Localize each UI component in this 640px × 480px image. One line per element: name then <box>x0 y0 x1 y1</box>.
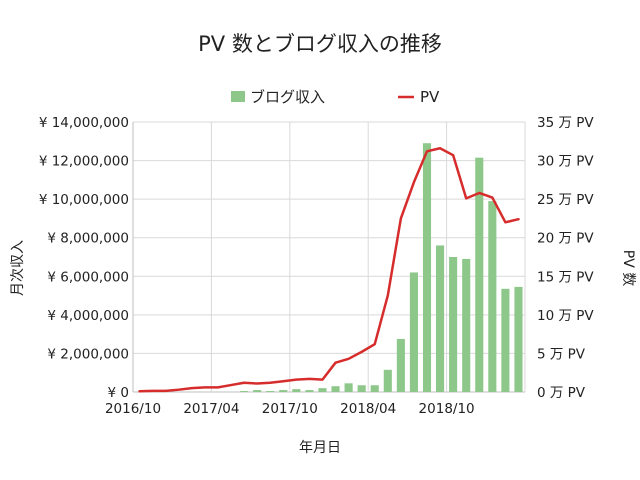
bar-series <box>240 143 523 392</box>
bar <box>331 386 340 392</box>
bar <box>475 157 484 392</box>
left-axis-label: 月次収入 <box>10 240 26 296</box>
right-tick-label: 15 万 PV <box>537 269 594 285</box>
bar <box>266 391 275 392</box>
bar <box>344 383 353 392</box>
bar <box>501 288 510 392</box>
right-tick-label: 10 万 PV <box>537 308 594 324</box>
bar <box>383 369 392 392</box>
bar <box>357 385 366 392</box>
pv-line <box>138 146 520 393</box>
legend-label-bar: ブログ収入 <box>250 88 325 106</box>
bar <box>253 390 262 392</box>
x-tick-label: 2017/10 <box>262 401 318 417</box>
left-tick-label: ¥ 12,000,000 <box>39 154 129 170</box>
legend-swatch-bar <box>231 91 245 102</box>
right-tick-label: 35 万 PV <box>537 115 594 131</box>
x-tick-label: 2018/04 <box>340 401 396 417</box>
right-tick-label: 0 万 PV <box>537 385 586 401</box>
x-tick-label: 2016/10 <box>105 401 161 417</box>
x-axis-ticks: 2016/10 2017/04 2017/10 2018/04 2018/10 <box>105 401 475 417</box>
x-axis-label: 年月日 <box>299 440 341 456</box>
bar <box>292 389 301 392</box>
left-tick-label: ¥ 14,000,000 <box>39 115 129 131</box>
left-tick-label: ¥ 10,000,000 <box>39 192 129 208</box>
bar <box>396 338 405 392</box>
bar <box>488 201 497 392</box>
line-series <box>138 146 520 393</box>
right-axis-ticks: 0 万 PV 5 万 PV 10 万 PV 15 万 PV 20 万 PV 25 万 PV… <box>537 115 594 401</box>
chart-title: PV 数とブログ収入の推移 <box>198 32 442 56</box>
right-tick-label: 30 万 PV <box>537 154 594 170</box>
x-tick-label: 2018/10 <box>419 401 475 417</box>
bar <box>409 272 418 392</box>
x-tick-label: 2017/04 <box>183 401 239 417</box>
bar <box>436 245 445 392</box>
left-tick-label: ¥ 8,000,000 <box>47 231 129 247</box>
bar <box>279 390 288 392</box>
right-tick-label: 25 万 PV <box>537 192 594 208</box>
legend-label-line: PV <box>420 88 440 106</box>
right-tick-label: 20 万 PV <box>537 231 594 247</box>
left-tick-label: ¥ 2,000,000 <box>47 346 129 362</box>
right-axis-label: PV 数 <box>620 250 636 286</box>
bar <box>449 257 458 392</box>
bar <box>462 258 471 392</box>
left-tick-label: ¥ 6,000,000 <box>47 269 129 285</box>
left-axis-ticks: ¥ 0 ¥ 2,000,000 ¥ 4,000,000 ¥ 6,000,000 ¥ 8,… <box>39 115 129 401</box>
bar <box>305 390 314 392</box>
left-tick-label: ¥ 4,000,000 <box>47 308 129 324</box>
left-tick-label: ¥ 0 <box>108 385 129 401</box>
bar <box>370 385 379 392</box>
bar <box>514 286 523 392</box>
right-tick-label: 5 万 PV <box>537 346 586 362</box>
bar <box>422 143 432 392</box>
bar <box>318 388 327 392</box>
bar <box>240 391 249 392</box>
